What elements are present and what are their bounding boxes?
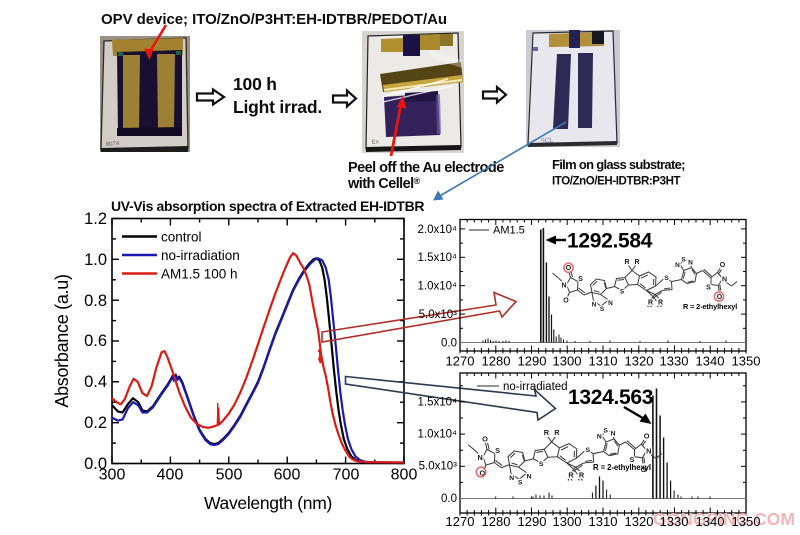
svg-text:1.0: 1.0	[84, 251, 107, 269]
svg-text:R = 2-ethylhexyl: R = 2-ethylhexyl	[593, 463, 651, 472]
svg-text:R: R	[648, 300, 653, 307]
svg-text:AM1.5 100 h: AM1.5 100 h	[161, 267, 238, 282]
svg-text:1290: 1290	[518, 514, 547, 529]
svg-text:S: S	[664, 275, 669, 282]
svg-text:1320: 1320	[625, 514, 654, 529]
svg-text:S: S	[620, 289, 625, 296]
svg-text:S: S	[681, 257, 686, 264]
svg-text:R: R	[624, 259, 629, 266]
svg-text:0.4: 0.4	[84, 373, 107, 391]
svg-text:800: 800	[391, 467, 418, 484]
svg-text:N: N	[722, 277, 727, 284]
svg-text:1340: 1340	[696, 354, 725, 369]
svg-text:500: 500	[216, 467, 243, 484]
svg-text:1280: 1280	[482, 514, 511, 529]
svg-text:0.6: 0.6	[84, 332, 107, 350]
svg-text:0.0: 0.0	[441, 493, 457, 505]
svg-text:9CL: 9CL	[541, 137, 554, 145]
svg-text:600: 600	[274, 467, 301, 484]
svg-text:O: O	[720, 262, 726, 269]
svg-text:N: N	[688, 260, 693, 267]
svg-text:1.2: 1.2	[84, 210, 107, 228]
svg-text:0.2: 0.2	[84, 414, 107, 432]
svg-text:2.0x10⁴: 2.0x10⁴	[418, 224, 458, 236]
svg-text:R: R	[658, 300, 663, 307]
svg-text:Light irrad.: Light irrad.	[233, 97, 322, 117]
svg-text:400: 400	[157, 467, 184, 484]
svg-text:R = 2-ethylhexyl: R = 2-ethylhexyl	[683, 302, 737, 311]
svg-text:no-irradiated: no-irradiated	[503, 381, 568, 393]
svg-text:1.0x10⁴: 1.0x10⁴	[418, 281, 458, 293]
svg-text:Wavelength (nm): Wavelength (nm)	[204, 493, 332, 513]
svg-text:N: N	[561, 283, 566, 290]
svg-text:Film on glass substrate;: Film on glass substrate;	[552, 157, 685, 172]
svg-text:ITO/ZnO/EH-IDTBR:P3HT: ITO/ZnO/EH-IDTBR:P3HT	[552, 176, 680, 188]
svg-text:S: S	[600, 306, 605, 313]
svg-text:Peel off the Au electrode: Peel off the Au electrode	[348, 160, 504, 176]
svg-text:1300: 1300	[553, 514, 582, 529]
svg-text:5.0x10³: 5.0x10³	[419, 461, 458, 473]
svg-text:N: N	[608, 300, 613, 307]
svg-text:N: N	[592, 302, 597, 309]
svg-text:8b74: 8b74	[106, 141, 120, 148]
svg-text:AM1.5: AM1.5	[493, 225, 525, 237]
svg-text:1330: 1330	[660, 514, 689, 529]
svg-text:1292.584: 1292.584	[567, 230, 653, 253]
svg-text:UV-Vis absorption spectra of E: UV-Vis absorption spectra of Extracted E…	[111, 198, 424, 214]
svg-text:control: control	[161, 230, 202, 245]
svg-text:1310: 1310	[589, 354, 618, 369]
svg-text:no-irradiation: no-irradiation	[161, 248, 240, 263]
svg-text:1300: 1300	[553, 354, 582, 369]
svg-text:1280: 1280	[482, 354, 511, 369]
svg-text:1270: 1270	[446, 354, 475, 369]
svg-text:1270: 1270	[446, 514, 475, 529]
svg-text:100 h: 100 h	[233, 74, 277, 94]
svg-text:700: 700	[333, 467, 360, 484]
svg-text:1350: 1350	[732, 514, 761, 529]
svg-text:1290: 1290	[518, 354, 547, 369]
svg-text:OPV device; ITO/ZnO/P3HT:EH-ID: OPV device; ITO/ZnO/P3HT:EH-IDTBR/PEDOT/…	[101, 11, 447, 28]
svg-text:N: N	[675, 262, 680, 269]
svg-text:Absorbance (a.u): Absorbance (a.u)	[52, 274, 72, 407]
svg-text:O: O	[563, 298, 569, 305]
svg-text:1340: 1340	[696, 514, 725, 529]
svg-text:R: R	[634, 259, 639, 266]
svg-text:1330: 1330	[660, 354, 689, 369]
svg-text:1320: 1320	[625, 354, 654, 369]
svg-text:1.5x10⁴: 1.5x10⁴	[418, 252, 458, 264]
svg-text:with Cellel®: with Cellel®	[347, 176, 421, 192]
svg-text:S: S	[706, 285, 711, 292]
svg-text:1.5x10⁴: 1.5x10⁴	[418, 396, 458, 408]
svg-text:1310: 1310	[589, 514, 618, 529]
svg-text:0.8: 0.8	[84, 292, 107, 310]
svg-text:1350: 1350	[732, 354, 761, 369]
svg-text:1324.563: 1324.563	[568, 386, 653, 409]
svg-text:S: S	[578, 276, 583, 283]
svg-text:0.0: 0.0	[84, 455, 107, 473]
svg-text:Ex: Ex	[372, 139, 380, 146]
svg-text:0.0: 0.0	[441, 337, 457, 349]
svg-text:1.0x10⁴: 1.0x10⁴	[418, 429, 458, 441]
svg-text:5.0x10³: 5.0x10³	[419, 309, 458, 321]
